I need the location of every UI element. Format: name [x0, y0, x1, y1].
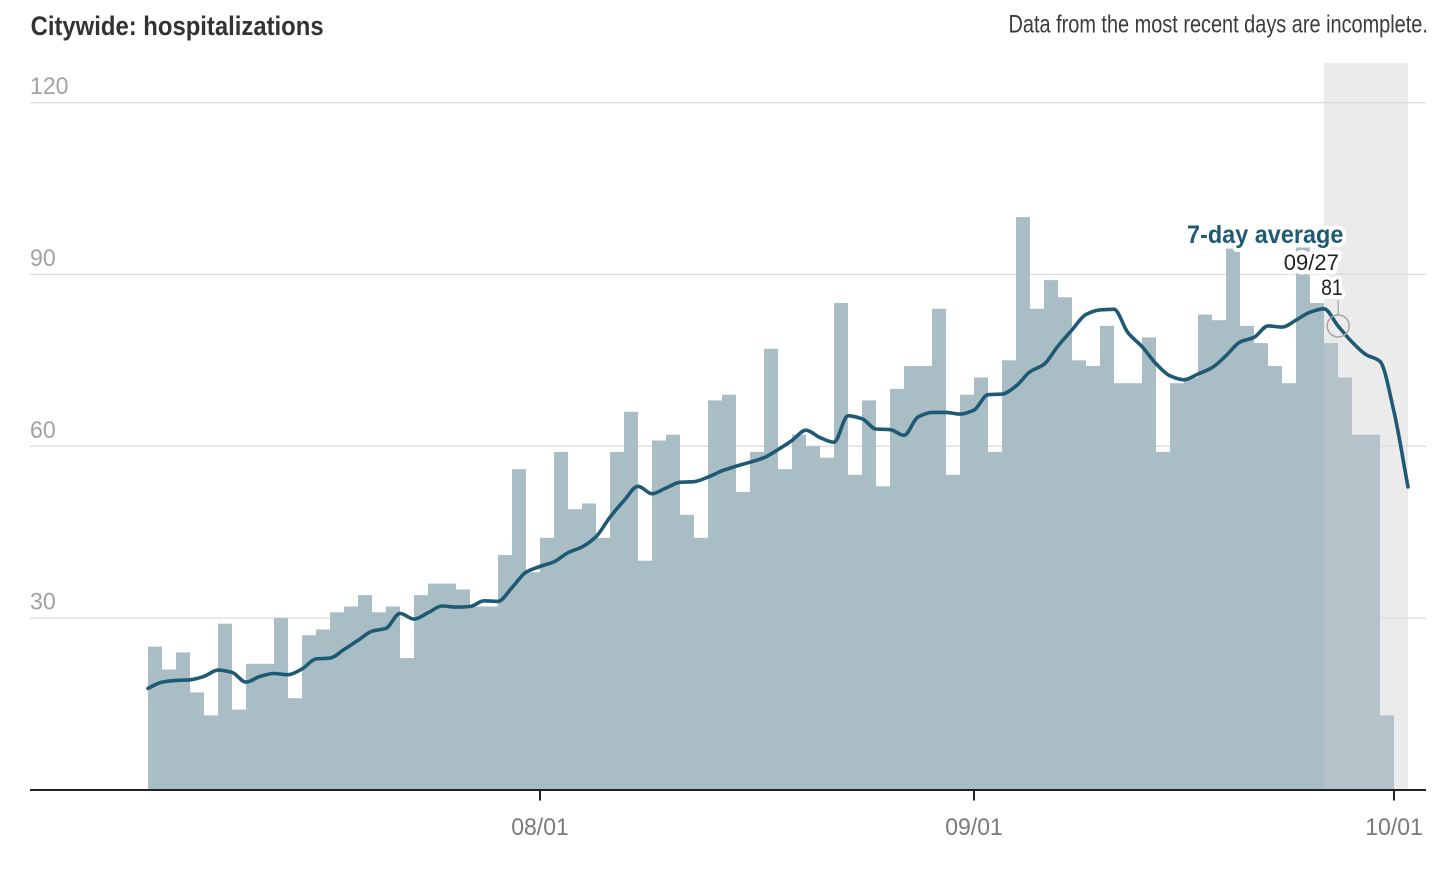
svg-text:30: 30	[30, 589, 56, 616]
svg-text:09/01: 09/01	[945, 814, 1003, 841]
svg-text:7-day average: 7-day average	[1187, 221, 1343, 249]
svg-text:09/27: 09/27	[1284, 250, 1339, 275]
svg-text:90: 90	[30, 245, 56, 272]
svg-text:120: 120	[30, 73, 69, 100]
svg-text:60: 60	[30, 417, 56, 444]
svg-text:08/01: 08/01	[511, 814, 569, 841]
svg-text:10/01: 10/01	[1365, 814, 1423, 841]
svg-text:81: 81	[1321, 275, 1343, 300]
svg-text:Data from the most recent days: Data from the most recent days are incom…	[1009, 10, 1428, 38]
svg-text:Citywide: hospitalizations: Citywide: hospitalizations	[31, 11, 324, 41]
